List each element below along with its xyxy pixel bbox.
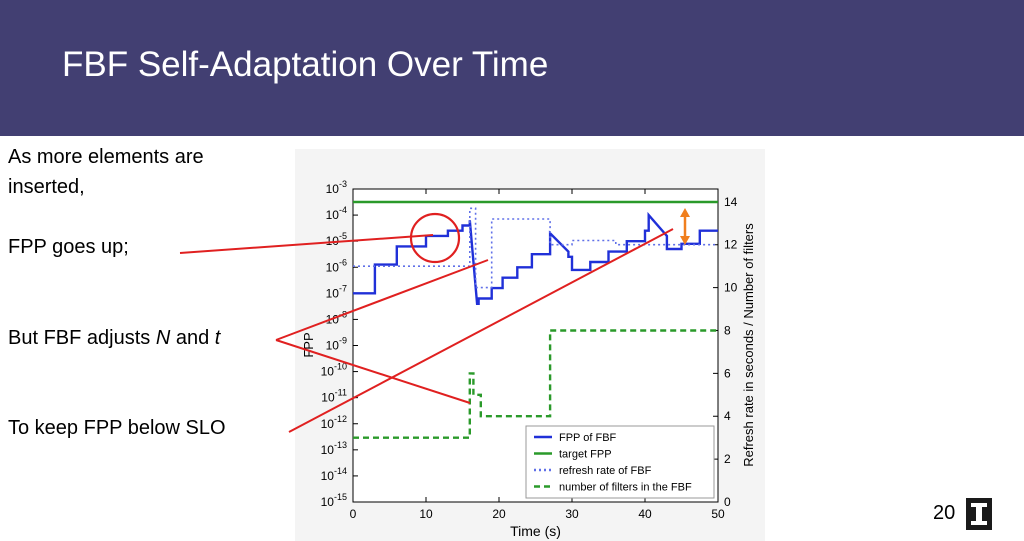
text-adjusts-mid: and: [170, 327, 215, 349]
legend-entry: FPP of FBF: [559, 432, 617, 444]
x-tick-label: 40: [638, 507, 652, 521]
series-line-0: [353, 211, 718, 305]
series-line-3: [353, 329, 718, 439]
text-line-fpp-up: FPP goes up;: [8, 236, 129, 258]
annotation-line-adjust-refresh: [275, 259, 489, 341]
text-var-n: N: [155, 327, 171, 349]
y-tick-label: 10-10: [321, 362, 347, 379]
y-tick-label: 10-14: [321, 466, 347, 483]
y-tick-label: 10-7: [326, 283, 347, 300]
y2-tick-label: 10: [724, 281, 738, 295]
slide-title: FBF Self-Adaptation Over Time: [62, 45, 549, 84]
y-tick-label: 10-15: [321, 492, 347, 509]
series-line-2: [353, 207, 718, 289]
slo-gap-arrow-head-up: [680, 208, 690, 218]
text-line-keep-slo: To keep FPP below SLO: [8, 417, 226, 439]
y2-axis-label: Refresh rate in seconds / Number of filt…: [741, 223, 756, 467]
y-tick-label: 10-11: [321, 388, 347, 405]
y2-tick-label: 8: [724, 323, 731, 337]
y2-tick-label: 2: [724, 452, 731, 466]
y2-tick-label: 4: [724, 409, 731, 423]
text-var-t: t: [214, 327, 221, 349]
x-tick-label: 20: [492, 507, 506, 521]
y-tick-label: 10-9: [326, 336, 347, 353]
y2-tick-label: 14: [724, 195, 738, 209]
y-tick-label: 10-12: [321, 414, 347, 431]
annotation-circle: [409, 212, 461, 264]
slo-gap-arrow-head-down: [680, 236, 690, 245]
text-line-inserted-1: As more elements are: [8, 146, 204, 168]
x-tick-label: 30: [565, 507, 579, 521]
text-line-fbf-adjusts: But FBF adjusts N and t: [8, 323, 220, 353]
x-tick-label: 0: [350, 507, 357, 521]
y-tick-label: 10-13: [321, 440, 347, 457]
annotation-line-slo: [288, 228, 674, 433]
y-axis-label: FPP: [301, 332, 316, 357]
university-logo-icon: [966, 498, 992, 530]
legend-entry: target FPP: [559, 449, 612, 461]
x-tick-label: 10: [419, 507, 433, 521]
text-line-inserted-2: inserted,: [8, 176, 85, 198]
y2-tick-label: 12: [724, 238, 738, 252]
annotation-line-fpp: [179, 234, 434, 254]
x-axis-label: Time (s): [510, 523, 561, 539]
y2-tick-label: 0: [724, 495, 731, 509]
title-bar: [0, 0, 1024, 136]
legend-box: [525, 425, 715, 499]
annotation-line-adjust-filters: [275, 339, 471, 404]
y-tick-label: 10-3: [326, 179, 347, 196]
y2-tick-label: 6: [724, 366, 731, 380]
y-tick-label: 10-6: [326, 257, 347, 274]
legend-entry: number of filters in the FBF: [559, 482, 692, 494]
text-adjusts-prefix: But FBF adjusts: [8, 327, 156, 349]
x-tick-label: 50: [711, 507, 725, 521]
legend-entry: refresh rate of FBF: [559, 465, 652, 477]
y-tick-label: 10-5: [326, 231, 347, 248]
page-number: 20: [933, 502, 956, 524]
y-tick-label: 10-4: [326, 205, 347, 222]
